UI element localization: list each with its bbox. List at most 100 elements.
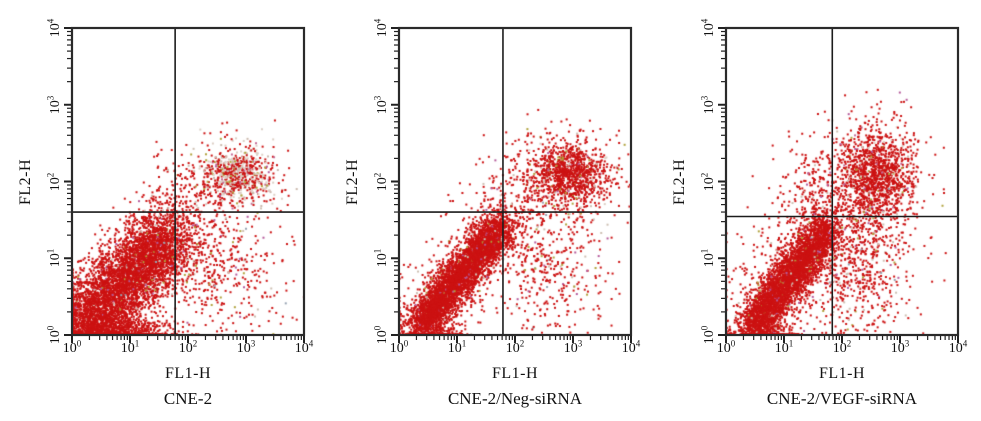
tick-exponent: 0 [699, 325, 710, 331]
tick-exponent: 2 [45, 172, 56, 177]
y-tick-label: 104 [699, 19, 717, 38]
y-axis-label: FL2-H [17, 158, 34, 205]
plot-subtitle: CNE-2 [163, 389, 213, 408]
x-axis-label: FL1-H [818, 365, 866, 382]
y-tick-label: 101 [699, 249, 717, 268]
tick-exponent: 4 [635, 338, 641, 349]
panel-cne-2-neg-sirna: FL2-H 100 101 102 103 104 100 101 102 103 104 FL1-H… [327, 0, 654, 421]
y-tick-label: 101 [45, 249, 63, 268]
x-tick-label: 101 [447, 339, 467, 356]
y-axis-label: FL2-H [344, 158, 361, 205]
tick-exponent: 2 [192, 338, 198, 349]
y-tick-label: 103 [45, 96, 63, 115]
y-tick-label: 100 [372, 326, 390, 345]
tick-exponent: 1 [134, 338, 140, 349]
plot-subtitle: CNE-2/Neg-siRNA [447, 389, 583, 408]
tick-exponent: 4 [45, 18, 56, 24]
tick-exponent: 3 [250, 338, 256, 349]
tick-exponent: 0 [76, 338, 82, 349]
y-tick-label: 100 [699, 326, 717, 345]
x-axis-label: FL1-H [491, 365, 539, 382]
x-tick-label: 100 [62, 339, 82, 356]
tick-exponent: 3 [45, 95, 56, 101]
tick-exponent: 4 [308, 338, 314, 349]
tick-base: 10 [236, 341, 251, 356]
y-tick-label: 102 [699, 172, 717, 191]
tick-base: 10 [621, 341, 636, 356]
panel-cne-2-vegf-sirna: FL2-H 100 101 102 103 104 100 101 102 103 104 FL1-H… [654, 0, 981, 421]
x-tick-label: 104 [621, 339, 641, 356]
plot-subtitle: CNE-2/VEGF-siRNA [766, 389, 918, 408]
tick-exponent: 0 [372, 325, 383, 331]
x-tick-label: 101 [775, 339, 794, 356]
scatter-dots-canvas [399, 28, 631, 335]
tick-exponent: 4 [699, 18, 710, 24]
y-tick-label: 103 [372, 96, 390, 115]
tick-exponent: 1 [372, 249, 383, 254]
tick-base: 10 [447, 341, 462, 356]
x-tick-label: 104 [948, 339, 968, 356]
tick-base: 10 [375, 253, 390, 268]
x-tick-label: 101 [120, 339, 140, 356]
tick-exponent: 4 [372, 18, 383, 24]
tick-exponent: 0 [730, 338, 736, 349]
tick-base: 10 [178, 341, 193, 356]
tick-base: 10 [505, 341, 520, 356]
tick-base: 10 [375, 330, 390, 345]
x-tick-label: 102 [505, 339, 525, 356]
tick-exponent: 3 [372, 95, 383, 101]
scatter-dots-canvas [726, 28, 958, 335]
x-tick-label: 103 [236, 339, 256, 356]
tick-exponent: 3 [577, 338, 583, 349]
y-tick-label: 101 [372, 249, 390, 268]
y-tick-label: 102 [45, 172, 63, 191]
tick-base: 10 [702, 176, 717, 191]
panel-cne-2: FL2-H 100 101 102 103 104 100 101 102 103 104 FL1-H… [0, 0, 327, 421]
x-tick-label: 102 [178, 339, 198, 356]
tick-base: 10 [375, 23, 390, 38]
x-axis-label: FL1-H [164, 365, 212, 382]
y-axis-label: FL2-H [671, 158, 688, 205]
tick-exponent: 3 [904, 338, 910, 349]
tick-base: 10 [48, 253, 63, 268]
tick-base: 10 [48, 23, 63, 38]
y-tick-label: 100 [45, 326, 63, 345]
y-tick-label: 104 [45, 19, 63, 38]
tick-base: 10 [702, 100, 717, 114]
tick-exponent: 2 [699, 172, 710, 177]
tick-base: 10 [948, 341, 963, 356]
y-tick-label: 102 [372, 172, 390, 191]
y-tick-label: 103 [699, 96, 717, 115]
tick-base: 10 [702, 23, 717, 38]
tick-base: 10 [48, 176, 63, 191]
tick-base: 10 [120, 341, 135, 356]
tick-base: 10 [48, 330, 63, 345]
tick-exponent: 2 [372, 172, 383, 177]
tick-exponent: 0 [403, 338, 409, 349]
tick-base: 10 [48, 100, 63, 114]
x-tick-label: 103 [890, 339, 910, 356]
tick-base: 10 [716, 341, 731, 356]
tick-base: 10 [62, 341, 77, 356]
tick-exponent: 1 [788, 338, 794, 349]
tick-exponent: 1 [699, 249, 710, 254]
tick-exponent: 4 [962, 338, 968, 349]
tick-exponent: 3 [699, 95, 710, 101]
y-tick-label: 104 [372, 19, 390, 38]
tick-base: 10 [832, 341, 847, 356]
x-tick-label: 103 [563, 339, 583, 356]
tick-exponent: 2 [519, 338, 525, 349]
x-tick-label: 102 [832, 339, 852, 356]
tick-base: 10 [375, 100, 390, 114]
tick-base: 10 [294, 341, 309, 356]
tick-base: 10 [702, 253, 717, 268]
tick-base: 10 [890, 341, 905, 356]
tick-base: 10 [389, 341, 404, 356]
x-tick-label: 100 [389, 339, 409, 356]
tick-base: 10 [375, 176, 390, 191]
tick-exponent: 1 [45, 249, 56, 254]
tick-base: 10 [563, 341, 578, 356]
scatter-dots-canvas [72, 28, 304, 335]
tick-base: 10 [702, 330, 717, 345]
